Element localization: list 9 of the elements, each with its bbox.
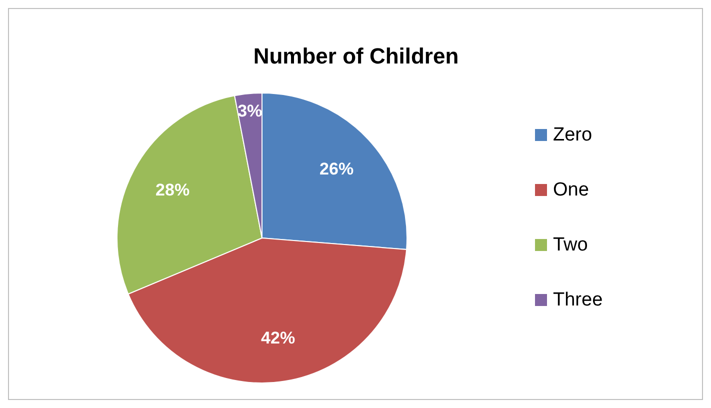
legend-label: Two <box>553 234 588 256</box>
data-label: 42% <box>261 328 296 348</box>
data-label: 3% <box>238 101 262 120</box>
data-label: 26% <box>320 160 354 179</box>
chart-title: Number of Children <box>253 44 459 68</box>
legend-label: One <box>553 180 589 200</box>
legend-label: Three <box>553 290 603 310</box>
legend-label: Zero <box>553 124 592 146</box>
data-label: 28% <box>156 180 190 200</box>
